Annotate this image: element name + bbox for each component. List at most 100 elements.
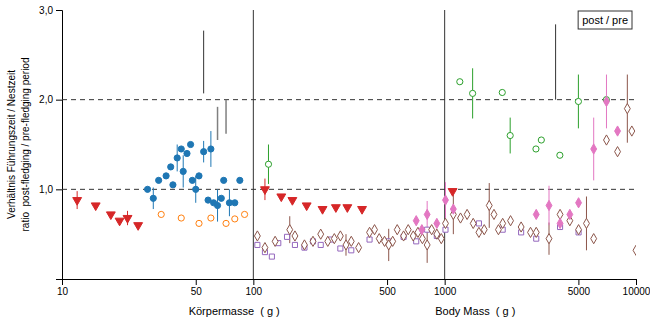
point (134, 223, 143, 231)
point (232, 200, 238, 206)
point (272, 236, 278, 246)
annotation-text: post / pre (582, 14, 628, 26)
point (443, 218, 449, 228)
point (338, 246, 343, 251)
x-axis-tick: 50 (191, 279, 203, 297)
x-axis-tick-label: 1000 (434, 286, 457, 297)
point (538, 137, 544, 143)
point (591, 144, 597, 154)
series (255, 221, 581, 259)
point (255, 242, 260, 247)
point (218, 195, 224, 201)
point (302, 203, 311, 211)
x-axis-tick-label: 50 (191, 286, 203, 297)
point (91, 203, 100, 211)
y-axis-tick-label: 1,0 (39, 184, 53, 195)
x-axis-tick: 5000 (568, 279, 591, 297)
series (158, 211, 248, 226)
range-bar (217, 107, 219, 140)
point (208, 146, 214, 152)
x-axis-tick-label: 10 (57, 286, 69, 297)
x-axis-tick-mark (636, 279, 637, 285)
x-axis-tick: 10 (57, 279, 69, 297)
y-axis-title: Verhältnis Führungszeit / Nestzeit (6, 70, 17, 219)
point (419, 234, 425, 244)
point (457, 79, 463, 85)
point (180, 168, 186, 174)
point (343, 205, 352, 213)
point (288, 198, 297, 206)
y-axis-line (56, 11, 63, 280)
point (438, 234, 444, 244)
series (144, 141, 242, 208)
point (201, 149, 207, 155)
point (178, 215, 184, 221)
x-axis-tick: 1000 (434, 279, 457, 297)
data-area (62, 10, 636, 279)
point (170, 182, 176, 188)
point (178, 146, 184, 152)
x-axis-line (63, 280, 637, 286)
point (193, 186, 199, 192)
point (158, 211, 164, 217)
series (413, 96, 620, 234)
point (156, 177, 162, 183)
y-axis-tick-mark (56, 189, 62, 190)
point (292, 231, 298, 241)
x-axis-tick: 500 (379, 279, 396, 297)
point (584, 218, 590, 228)
x-axis: 10501005001000500010000 (57, 279, 650, 297)
point (476, 221, 481, 226)
point (277, 194, 286, 202)
point (237, 177, 243, 183)
point (533, 227, 539, 237)
error-bar (555, 24, 556, 99)
plot: 105010050010005000100001,02,03,0post / p… (39, 5, 650, 297)
point (507, 132, 513, 138)
point (221, 177, 227, 183)
error-bars (77, 24, 627, 263)
point (633, 245, 636, 255)
reference-line (253, 10, 254, 279)
point (73, 198, 82, 206)
x-axis-tick: 100 (245, 279, 262, 297)
y-axis-title: ratio post-fledging / pre-fledging perio… (20, 58, 31, 232)
point (189, 177, 195, 183)
x-axis-tick-label: 5000 (568, 286, 591, 297)
x-axis-tick-mark (196, 279, 197, 285)
point (470, 218, 476, 228)
point (331, 205, 340, 213)
point (429, 225, 435, 235)
point (486, 200, 492, 210)
point (325, 236, 331, 246)
range-bar (225, 100, 227, 134)
chart: 105010050010005000100001,02,03,0post / p… (0, 0, 650, 323)
series (254, 104, 636, 256)
point (405, 225, 411, 235)
point (491, 209, 497, 219)
markers (73, 79, 636, 259)
point (188, 141, 194, 147)
y-axis: 1,02,03,0 (39, 5, 62, 280)
point (337, 231, 343, 241)
x-axis-tick-label: 500 (379, 286, 396, 297)
point (348, 236, 354, 246)
point (528, 227, 534, 237)
point (232, 216, 238, 222)
x-axis-tick-mark (445, 279, 446, 285)
point (214, 202, 220, 208)
point (533, 209, 539, 219)
point (262, 243, 268, 253)
point (443, 195, 449, 205)
point (470, 90, 476, 96)
point (174, 155, 180, 161)
y-axis-tick: 1,0 (39, 184, 62, 195)
point (481, 225, 487, 235)
point (464, 209, 470, 219)
point (287, 225, 293, 235)
point (208, 215, 214, 221)
point (150, 195, 156, 201)
annotation-box (578, 11, 632, 29)
point (349, 248, 354, 253)
point (413, 216, 419, 226)
